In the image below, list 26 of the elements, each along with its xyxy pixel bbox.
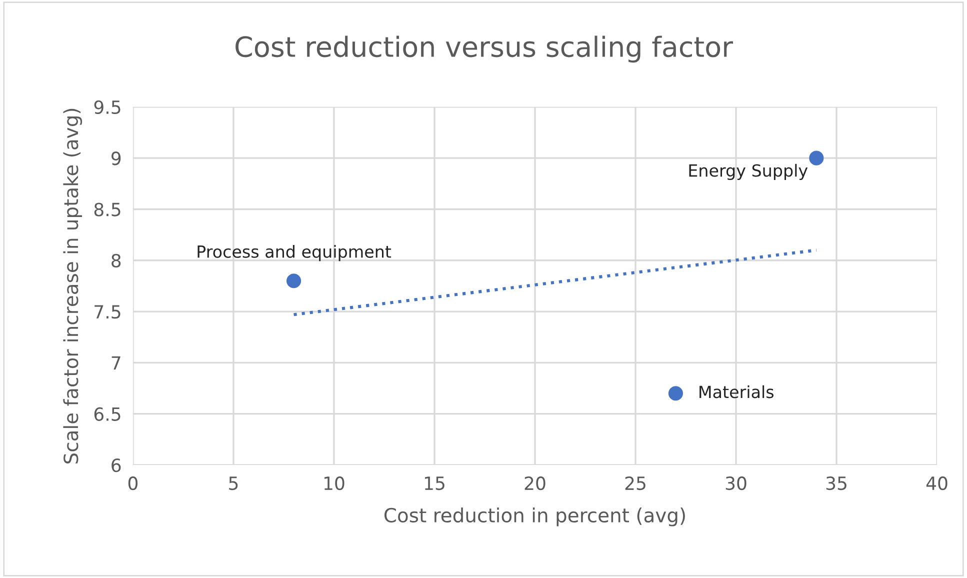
y-tick-label: 7.5 <box>94 305 120 319</box>
y-tick-label: 6.5 <box>94 407 120 421</box>
x-tick-label: 30 <box>726 476 746 490</box>
y-tick-label: 8 <box>112 254 121 268</box>
x-tick-label: 10 <box>324 476 344 490</box>
y-tick-label: 8.5 <box>94 202 120 216</box>
y-tick-label: 9.5 <box>94 100 120 114</box>
x-tick-label: 20 <box>524 476 546 490</box>
y-tick-label: 6 <box>112 458 121 472</box>
x-tick-label: 15 <box>424 476 444 490</box>
annotation: Energy Supply <box>689 164 808 180</box>
x-tick-label: 5 <box>229 476 238 490</box>
annotation: Process and equipment <box>198 245 392 262</box>
x-tick-label: 40 <box>926 476 948 490</box>
point <box>809 150 824 166</box>
x-tick-label: 0 <box>128 476 138 490</box>
chart-title: Cost reduction versus scaling factor <box>236 36 733 63</box>
x-tick-label: 25 <box>625 476 646 490</box>
y-tick-label: 7 <box>112 356 120 370</box>
y-tick-label: 9 <box>112 152 121 166</box>
x-tick-label: 35 <box>826 476 846 490</box>
point <box>668 386 683 401</box>
point <box>286 274 302 288</box>
x-axis-title: Cost reduction in percent (avg) <box>384 507 685 526</box>
annotation: Materials <box>700 385 774 398</box>
y-axis-title: Scale factor increase in uptake (avg) <box>63 108 82 464</box>
